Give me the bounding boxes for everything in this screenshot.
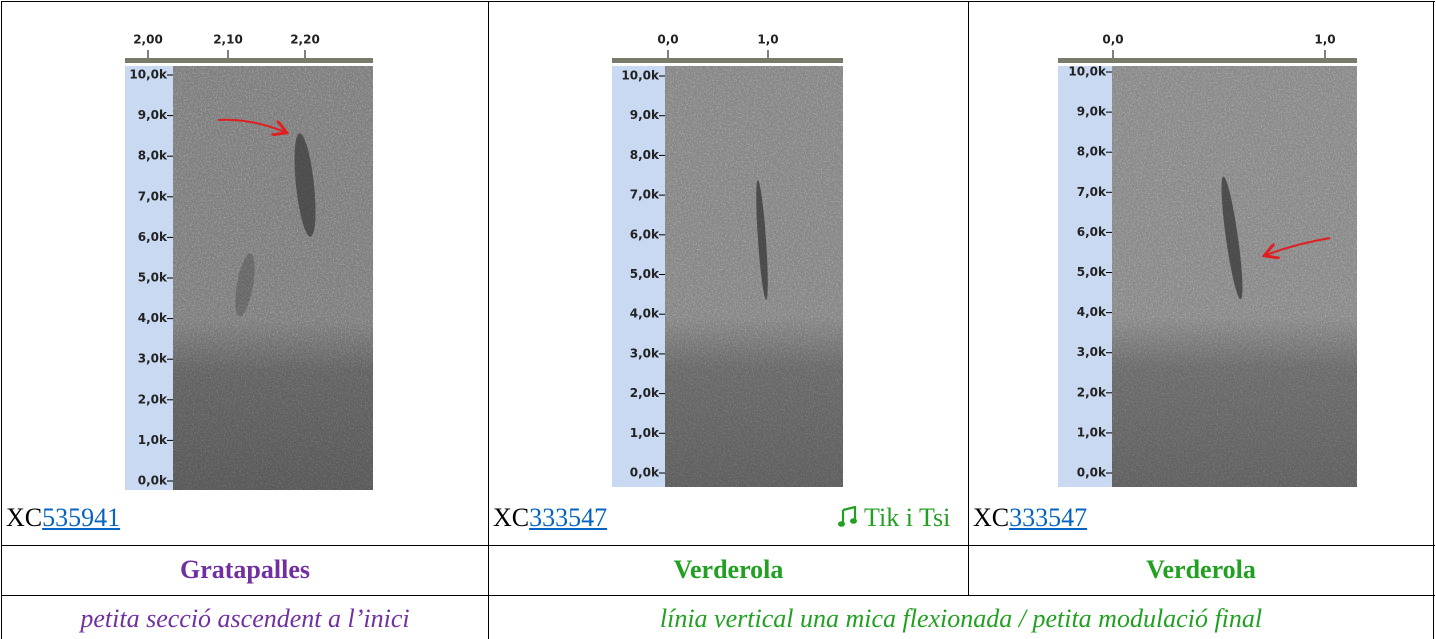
prefix: XC <box>6 503 43 532</box>
table-border <box>488 1 489 639</box>
table-border <box>1 545 1435 546</box>
species-name: Verderola <box>1146 555 1256 584</box>
description: línia vertical una mica flexionada / pet… <box>659 604 1263 633</box>
time-tick-label: 0,0 <box>657 33 678 47</box>
recording: XC333547 <box>973 503 1087 533</box>
table-border <box>1 595 1435 596</box>
ruler-line <box>1058 58 1357 63</box>
freq-tick-label: 3,0k <box>1077 345 1107 359</box>
prefix: XC <box>973 503 1010 532</box>
time-tick-label: 2,10 <box>213 33 243 47</box>
time-tick-label: 2,00 <box>133 33 163 47</box>
ruler-line <box>612 58 843 63</box>
freq-tick-label: 8,0k <box>630 148 660 162</box>
freq-tick-label: 7,0k <box>138 189 168 203</box>
freq-tick-label: 5,0k <box>1077 265 1107 279</box>
call-trace <box>756 180 768 300</box>
freq-tick-label: 7,0k <box>1077 185 1107 199</box>
description: petita secció ascendent a l’inici <box>80 604 410 633</box>
sound-link[interactable]: Tik i Tsi <box>838 503 950 533</box>
recording: XC333547 <box>493 503 607 533</box>
freq-tick-label: 6,0k <box>1077 225 1107 239</box>
low-band <box>665 317 843 487</box>
freq-tick-label: 10,0k <box>129 68 168 82</box>
freq-tick-label: 0,0k <box>630 466 660 480</box>
freq-tick-label: 2,0k <box>1077 385 1107 399</box>
freq-tick-label: 9,0k <box>138 108 168 122</box>
freq-tick-label: 1,0k <box>630 426 660 440</box>
species-name: Gratapalles <box>180 555 310 584</box>
freq-tick-label: 0,0k <box>1077 466 1107 480</box>
freq-tick-label: 5,0k <box>630 267 660 281</box>
freq-tick-label: 1,0k <box>138 433 168 447</box>
recording-link[interactable]: 333547 <box>1009 503 1088 532</box>
recording: XC535941 <box>6 503 120 533</box>
table-border <box>1 1 2 639</box>
freq-tick-label: 3,0k <box>630 346 660 360</box>
table-border <box>968 1 969 595</box>
call-trace <box>294 133 316 237</box>
low-band <box>173 320 373 490</box>
freq-tick-label: 9,0k <box>1077 105 1107 119</box>
freq-tick-label: 3,0k <box>138 352 168 366</box>
frequency-axis <box>125 66 173 490</box>
frequency-axis <box>1058 66 1112 487</box>
freq-tick-label: 0,0k <box>138 474 168 488</box>
frequency-axis <box>612 66 665 487</box>
prefix: XC <box>493 503 530 532</box>
recording-link[interactable]: 333547 <box>529 503 608 532</box>
red-arrow <box>217 118 285 132</box>
recording-link[interactable]: 535941 <box>42 503 121 532</box>
freq-tick-label: 7,0k <box>630 188 660 202</box>
freq-tick-label: 4,0k <box>1077 305 1107 319</box>
freq-tick-label: 10,0k <box>621 69 660 83</box>
freq-tick-label: 4,0k <box>138 311 168 325</box>
freq-tick-label: 9,0k <box>630 108 660 122</box>
time-tick-label: 1,0 <box>757 33 778 47</box>
freq-tick-label: 8,0k <box>1077 145 1107 159</box>
freq-tick-label: 2,0k <box>138 392 168 406</box>
time-tick-label: 0,0 <box>1102 33 1123 47</box>
time-tick-label: 1,0 <box>1314 33 1335 47</box>
freq-tick-label: 5,0k <box>138 271 168 285</box>
freq-tick-label: 4,0k <box>630 307 660 321</box>
low-band <box>1112 317 1357 487</box>
freq-tick-label: 6,0k <box>138 230 168 244</box>
freq-tick-label: 8,0k <box>138 149 168 163</box>
music-icon <box>838 505 857 527</box>
time-tick-label: 2,20 <box>290 33 320 47</box>
freq-tick-label: 2,0k <box>630 386 660 400</box>
freq-tick-label: 1,0k <box>1077 425 1107 439</box>
call-trace <box>235 253 255 317</box>
table-border <box>1433 1 1434 639</box>
freq-tick-label: 10,0k <box>1068 65 1107 79</box>
freq-tick-label: 6,0k <box>630 227 660 241</box>
table-border <box>1 1 1435 2</box>
sound-link-text[interactable]: Tik i Tsi <box>864 503 951 532</box>
red-arrow <box>1266 237 1331 255</box>
ruler-line <box>125 58 373 63</box>
species-name: Verderola <box>673 555 784 584</box>
call-trace <box>1221 176 1243 300</box>
